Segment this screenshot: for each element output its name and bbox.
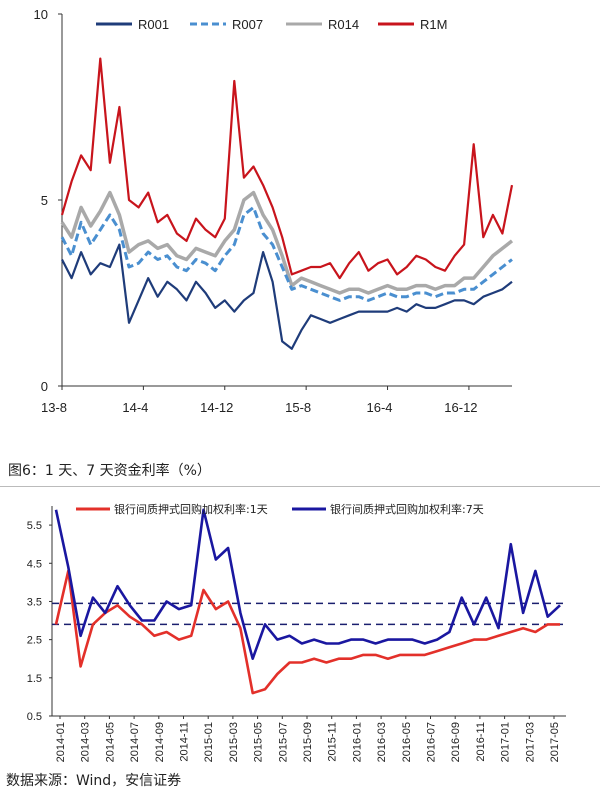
series-line-7d (54, 508, 561, 661)
y-tick-label-2: 4.5 (27, 558, 42, 570)
chart-2-series (54, 508, 561, 695)
legend-label-r1m: R1M (420, 17, 447, 32)
x-tick-label-2: 2015-01 (203, 722, 215, 762)
chart-2-axes: 0.5 1.5 2.5 3.5 4.5 5.5 2014-01 2014-03 2014-05 2… (27, 506, 566, 762)
x-tick-label-2: 2016-07 (426, 722, 438, 762)
x-tick-label: 13-8 (41, 400, 67, 415)
figure-caption: 图6：1 天、7 天资金利率（%） (8, 463, 211, 479)
x-tick-label-2: 2015-09 (302, 722, 314, 762)
x-tick-label-2: 2017-03 (524, 722, 536, 762)
y-tick-label-2: 3.5 (27, 596, 42, 608)
y-tick-label-2: 5.5 (27, 520, 42, 532)
x-tick-label: 14-12 (200, 400, 233, 415)
series-line-r007 (60, 205, 513, 302)
x-tick-label-2: 2014-07 (129, 722, 141, 762)
y-tick-label-2: 2.5 (27, 635, 42, 647)
x-tick-label-2: 2016-11 (475, 722, 487, 762)
legend-label-r001: R001 (138, 17, 169, 32)
x-tick-label-2: 2014-03 (80, 722, 92, 762)
x-tick-label-2: 2015-03 (228, 722, 240, 762)
x-tick-label-2: 2014-11 (179, 722, 191, 762)
x-tick-label-2: 2016-09 (450, 722, 462, 762)
x-tick-label-2: 2017-05 (549, 722, 561, 762)
legend-label-r007: R007 (232, 17, 263, 32)
x-tick-label-2: 2017-01 (500, 722, 512, 762)
legend-label-7d: 银行间质押式回购加权利率:7天 (330, 502, 484, 516)
y-tick-label: 0 (41, 379, 48, 394)
chart-2-legend: 银行间质押式回购加权利率:1天 银行间质押式回购加权利率:7天 (76, 502, 484, 516)
x-tick-label: 16-4 (367, 400, 393, 415)
chart-1-axes: 0 5 10 13-8 14-4 14-12 15-8 16-4 16-12 (34, 7, 512, 415)
x-tick-label-2: 2014-09 (154, 722, 166, 762)
y-tick-label-2: 0.5 (27, 711, 42, 723)
y-tick-label: 5 (41, 193, 48, 208)
series-line-1d (54, 569, 560, 695)
x-tick-label-2: 2014-05 (104, 722, 116, 762)
data-source: 数据来源：Wind，安信证券 (6, 773, 182, 789)
x-tick-label: 14-4 (122, 400, 148, 415)
x-tick-label: 16-12 (444, 400, 477, 415)
x-tick-label-2: 2016-03 (376, 722, 388, 762)
legend-label-1d: 银行间质押式回购加权利率:1天 (114, 502, 268, 516)
y-tick-label: 10 (34, 7, 48, 22)
chart-1-series (60, 57, 514, 350)
x-tick-label-2: 2016-05 (401, 722, 413, 762)
chart-2: 0.5 1.5 2.5 3.5 4.5 5.5 2014-01 2014-03 2014-05 2… (27, 502, 566, 762)
x-tick-label-2: 2015-11 (327, 722, 339, 762)
y-tick-label-2: 1.5 (27, 673, 42, 685)
x-tick-label-2: 2014-01 (55, 722, 67, 762)
x-tick-label-2: 2015-07 (277, 722, 289, 762)
x-tick-label-2: 2015-05 (253, 722, 265, 762)
separator-line (0, 486, 600, 487)
series-line-r001 (61, 243, 513, 350)
chart-1-legend: R001 R007 R014 R1M (96, 17, 447, 32)
series-line-r014 (60, 190, 514, 295)
series-line-r1m (60, 57, 514, 280)
x-tick-label: 15-8 (285, 400, 311, 415)
legend-label-r014: R014 (328, 17, 359, 32)
x-tick-label-2: 2016-01 (351, 722, 363, 762)
